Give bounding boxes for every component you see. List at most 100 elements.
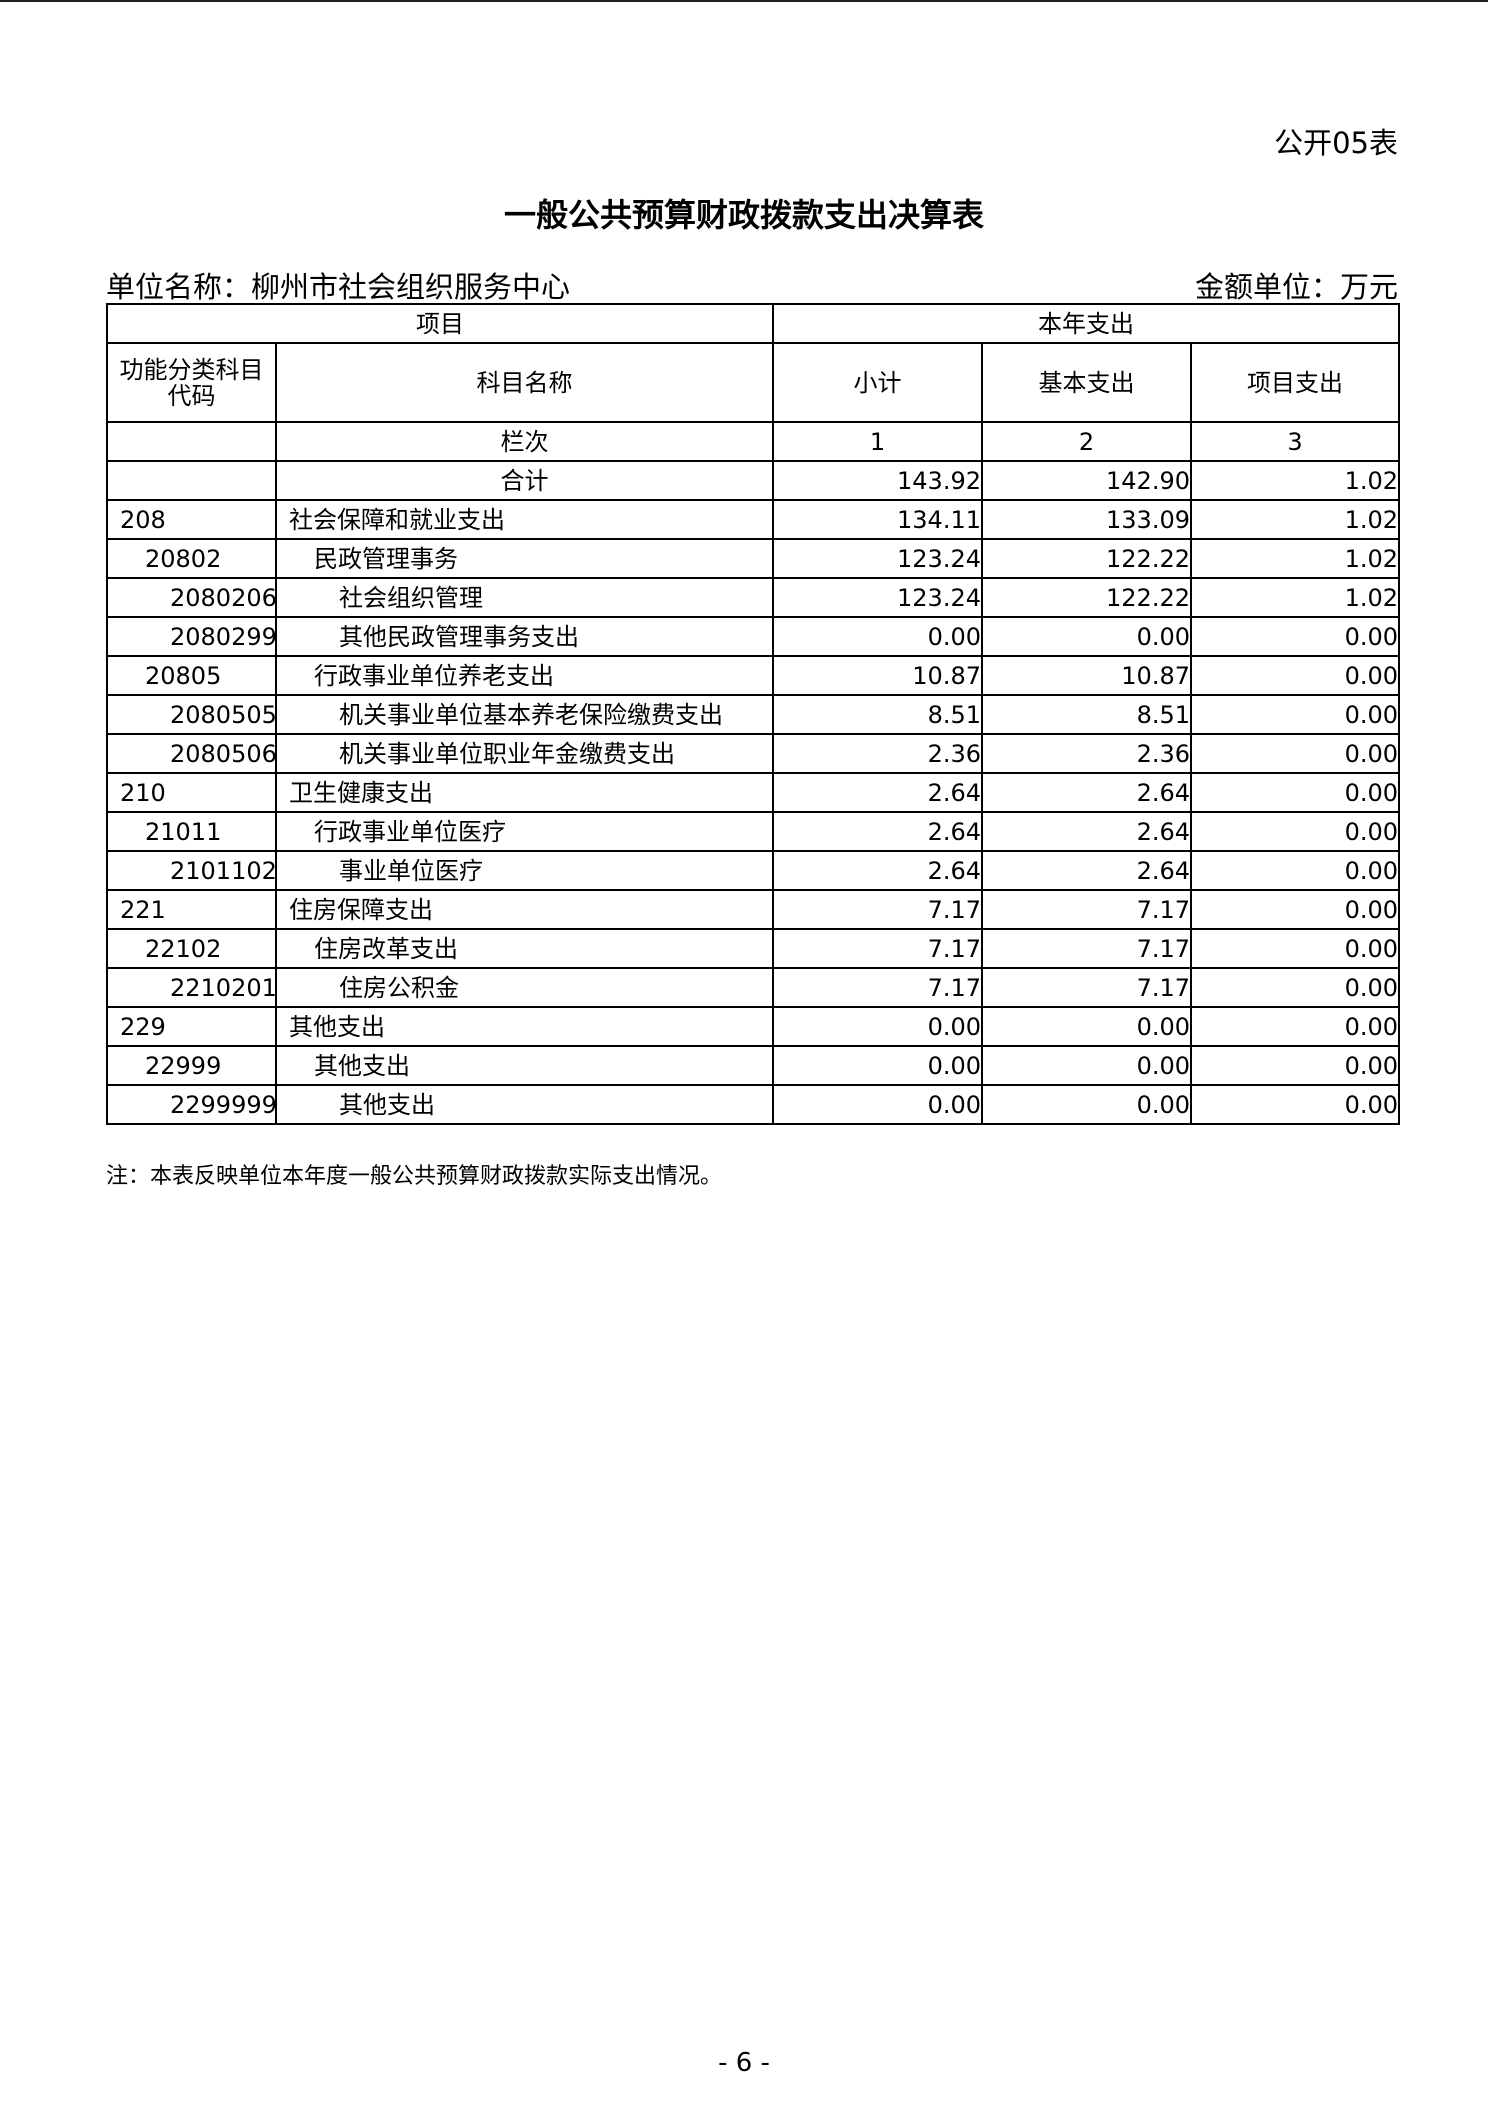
amount-cell: 2.36 xyxy=(772,733,983,774)
empty-cell xyxy=(106,421,277,462)
data-row: 2080206 社会组织管理 123.24 122.22 1.02 xyxy=(106,577,1400,618)
amount-cell: 8.51 xyxy=(772,694,983,735)
name-cell: 其他支出 xyxy=(275,1006,774,1047)
name-cell: 社会组织管理 xyxy=(275,577,774,618)
amount-cell: 0.00 xyxy=(981,1084,1192,1125)
note: 注：本表反映单位本年度一般公共预算财政拨款实际支出情况。 xyxy=(106,1164,723,1189)
data-row: 2080506 机关事业单位职业年金缴费支出 2.36 2.36 0.00 xyxy=(106,733,1400,774)
amount-cell: 133.09 xyxy=(981,499,1192,540)
amount-cell: 1.02 xyxy=(1190,499,1400,540)
code-cell: 229 xyxy=(106,1006,277,1047)
amount-cell: 7.17 xyxy=(772,889,983,930)
amount-unit: 金额单位：万元 xyxy=(1194,270,1398,304)
code-cell: 2299999 xyxy=(106,1084,277,1125)
amount-cell: 0.00 xyxy=(1190,967,1400,1008)
data-row: 22999 其他支出 0.00 0.00 0.00 xyxy=(106,1045,1400,1086)
name-cell: 行政事业单位医疗 xyxy=(275,811,774,852)
total-row: 合计 143.92 142.90 1.02 xyxy=(106,460,1400,501)
header-cell: 基本支出 xyxy=(981,342,1192,423)
code-cell: 2080299 xyxy=(106,616,277,657)
amount-cell: 7.17 xyxy=(981,889,1192,930)
name-cell: 社会保障和就业支出 xyxy=(275,499,774,540)
name-cell: 住房改革支出 xyxy=(275,928,774,969)
amount-cell: 2.64 xyxy=(772,850,983,891)
total-label: 合计 xyxy=(275,460,774,501)
header-cell: 本年支出 xyxy=(772,303,1400,344)
amount-cell: 2.64 xyxy=(772,811,983,852)
data-row: 2080505 机关事业单位基本养老保险缴费支出 8.51 8.51 0.00 xyxy=(106,694,1400,735)
header-cell: 小计 xyxy=(772,342,983,423)
amount-cell: 2.64 xyxy=(772,772,983,813)
data-row: 221 住房保障支出 7.17 7.17 0.00 xyxy=(106,889,1400,930)
top-rule xyxy=(0,0,1488,2)
name-cell: 机关事业单位职业年金缴费支出 xyxy=(275,733,774,774)
amount-cell: 2.36 xyxy=(981,733,1192,774)
code-cell: 22999 xyxy=(106,1045,277,1086)
data-row: 229 其他支出 0.00 0.00 0.00 xyxy=(106,1006,1400,1047)
amount-cell: 0.00 xyxy=(981,616,1192,657)
header-cell: 栏次 xyxy=(275,421,774,462)
code-cell: 208 xyxy=(106,499,277,540)
code-cell: 22102 xyxy=(106,928,277,969)
data-row: 22102 住房改革支出 7.17 7.17 0.00 xyxy=(106,928,1400,969)
data-row: 2101102 事业单位医疗 2.64 2.64 0.00 xyxy=(106,850,1400,891)
amount-cell: 0.00 xyxy=(772,1006,983,1047)
amount-cell: 123.24 xyxy=(772,538,983,579)
name-cell: 住房保障支出 xyxy=(275,889,774,930)
amount-cell: 0.00 xyxy=(981,1045,1192,1086)
code-cell: 210 xyxy=(106,772,277,813)
unit-name: 单位名称：柳州市社会组织服务中心 xyxy=(106,270,571,304)
amount-cell: 7.17 xyxy=(981,967,1192,1008)
table-body: 项目 本年支出 功能分类科目代码 科目名称 小计 基本支出 项目支出 栏次 1 … xyxy=(106,303,1400,1125)
column-number: 3 xyxy=(1190,421,1400,462)
column-number: 2 xyxy=(981,421,1192,462)
code-cell: 2101102 xyxy=(106,850,277,891)
amount-cell: 142.90 xyxy=(981,460,1192,501)
amount-cell: 1.02 xyxy=(1190,460,1400,501)
amount-cell: 123.24 xyxy=(772,577,983,618)
amount-cell: 2.64 xyxy=(981,811,1192,852)
amount-cell: 2.64 xyxy=(981,772,1192,813)
name-cell: 机关事业单位基本养老保险缴费支出 xyxy=(275,694,774,735)
amount-cell: 0.00 xyxy=(1190,616,1400,657)
code-cell: 2080206 xyxy=(106,577,277,618)
data-row: 210 卫生健康支出 2.64 2.64 0.00 xyxy=(106,772,1400,813)
name-cell: 事业单位医疗 xyxy=(275,850,774,891)
header-cell: 科目名称 xyxy=(275,342,774,423)
code-cell: 20802 xyxy=(106,538,277,579)
amount-cell: 0.00 xyxy=(1190,1045,1400,1086)
amount-cell: 10.87 xyxy=(981,655,1192,696)
amount-cell: 0.00 xyxy=(1190,928,1400,969)
code-cell: 2080505 xyxy=(106,694,277,735)
amount-cell: 0.00 xyxy=(1190,1006,1400,1047)
amount-cell: 1.02 xyxy=(1190,538,1400,579)
code-cell: 20805 xyxy=(106,655,277,696)
amount-cell: 0.00 xyxy=(772,1045,983,1086)
amount-cell: 7.17 xyxy=(981,928,1192,969)
amount-cell: 0.00 xyxy=(1190,889,1400,930)
data-row: 2299999 其他支出 0.00 0.00 0.00 xyxy=(106,1084,1400,1125)
amount-cell: 0.00 xyxy=(1190,694,1400,735)
data-row: 20802 民政管理事务 123.24 122.22 1.02 xyxy=(106,538,1400,579)
name-cell: 其他民政管理事务支出 xyxy=(275,616,774,657)
header-cell: 功能分类科目代码 xyxy=(106,342,277,423)
name-cell: 民政管理事务 xyxy=(275,538,774,579)
amount-cell: 2.64 xyxy=(981,850,1192,891)
page-number: - 6 - xyxy=(718,2048,770,2078)
data-row: 2210201 住房公积金 7.17 7.17 0.00 xyxy=(106,967,1400,1008)
amount-cell: 7.17 xyxy=(772,928,983,969)
amount-cell: 0.00 xyxy=(1190,733,1400,774)
amount-cell: 0.00 xyxy=(772,616,983,657)
form-number: 公开05表 xyxy=(1274,126,1398,160)
empty-cell xyxy=(106,460,277,501)
header-row: 项目 本年支出 xyxy=(106,303,1400,344)
name-cell: 其他支出 xyxy=(275,1045,774,1086)
name-cell: 住房公积金 xyxy=(275,967,774,1008)
column-number-row: 栏次 1 2 3 xyxy=(106,421,1400,462)
header-row: 功能分类科目代码 科目名称 小计 基本支出 项目支出 xyxy=(106,342,1400,423)
amount-cell: 1.02 xyxy=(1190,577,1400,618)
amount-cell: 0.00 xyxy=(772,1084,983,1125)
data-row: 20805 行政事业单位养老支出 10.87 10.87 0.00 xyxy=(106,655,1400,696)
